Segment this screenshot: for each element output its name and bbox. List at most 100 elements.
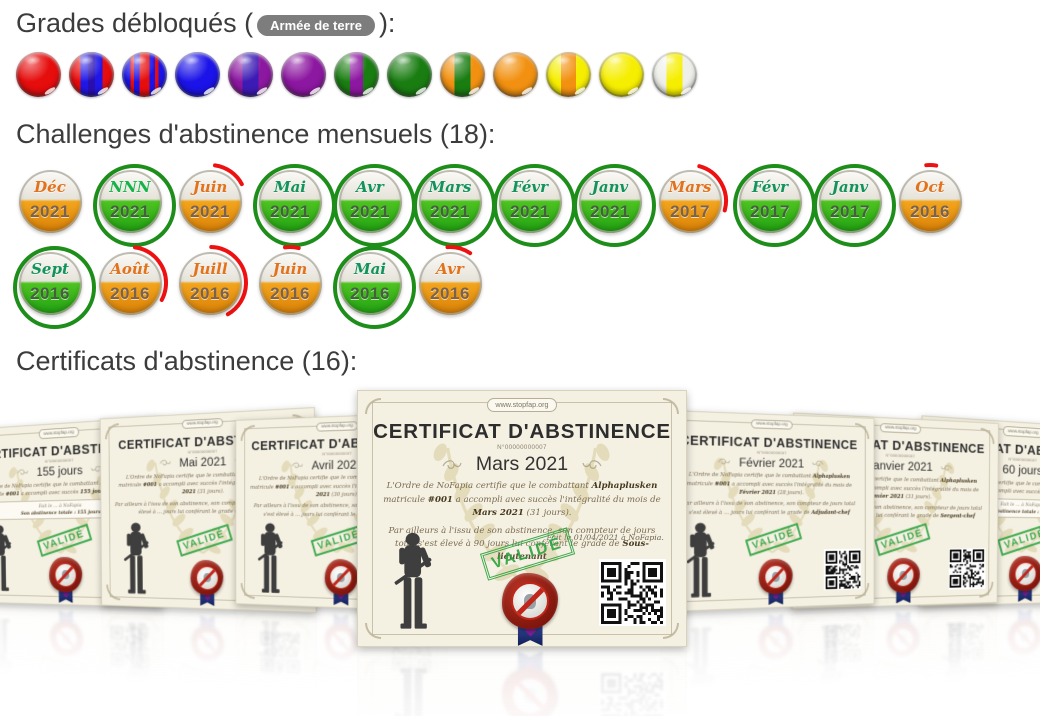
wax-seal-blob xyxy=(191,625,224,662)
challenge-year-label: 2016 xyxy=(179,284,242,304)
challenge-month-label: Mai xyxy=(259,178,322,196)
army-branch-badge: Armée de terre xyxy=(257,15,375,36)
challenge-medal: Mars 2021 xyxy=(419,170,482,233)
challenge-year-label: 2016 xyxy=(19,284,82,304)
certificate-body-paragraph-2: Par ailleurs à l'issu de son abstinence,… xyxy=(806,688,983,716)
certificate-period: Avril 2021 xyxy=(312,457,363,472)
prohibition-slash xyxy=(766,566,786,587)
no-fap-sign-icon xyxy=(196,631,219,656)
qr-code xyxy=(110,626,149,668)
certificate-period: Mai 2021 xyxy=(179,454,226,469)
challenge-month-label: Juill xyxy=(179,260,242,278)
rank-badge-blue-red-band xyxy=(122,52,167,97)
fist-icon xyxy=(203,573,210,582)
corner-flourish xyxy=(240,613,254,629)
certificate-inner-border xyxy=(0,613,157,716)
prohibition-slash xyxy=(1015,627,1034,647)
certificate-card-février-2021[interactable]: www.stopfap.org CERTIFICAT D'ABSTINENCE N°… xyxy=(660,410,874,613)
challenge-year-label: 2016 xyxy=(899,202,962,222)
valide-stamp: VALIDÉ xyxy=(874,523,930,556)
calligraphic-swirl-decoration xyxy=(718,458,730,466)
qr-code xyxy=(949,622,984,662)
challenge-badge-mars-2017: Mars 2017 xyxy=(650,160,730,242)
ribbon-icon xyxy=(200,615,215,630)
challenge-badge-juin-2016: Juin 2016 xyxy=(250,242,330,324)
corner-flourish xyxy=(365,623,381,639)
wax-seal-icon xyxy=(1008,619,1040,656)
challenge-month-label: Mai xyxy=(339,260,402,278)
challenge-badge-sept-2016: Sept 2016 xyxy=(10,242,90,324)
prohibition-slash xyxy=(894,565,914,586)
site-url-pill: www.stopfap.org xyxy=(880,422,922,433)
ribbon-icon xyxy=(1018,609,1032,624)
certificate-period-row: Mai 2021 xyxy=(160,453,247,470)
wax-seal-icon xyxy=(50,620,83,657)
certificate-summary-box: Fait le … à NoFapiaSon abstinence totale… xyxy=(0,689,140,716)
certificate-period: Mars 2021 xyxy=(476,453,568,476)
certificate-body-paragraph-2: Par ailleurs à l'issu de son abstinence,… xyxy=(677,695,861,716)
certificate-body-paragraph-1: L'Ordre de NoFapia certifie que le comba… xyxy=(677,471,861,498)
certificate-card-mars-2021[interactable]: www.stopfap.org CERTIFICAT D'ABSTINENCE N°… xyxy=(357,390,687,647)
challenge-month-label: Févr xyxy=(739,178,802,196)
grades-title-prefix: Grades débloqués ( xyxy=(16,8,253,39)
fist-icon xyxy=(62,570,69,579)
valide-stamp: VALIDÉ xyxy=(995,657,1040,687)
challenge-badge-mai-2021: Mai 2021 xyxy=(250,160,330,242)
challenge-medal: Avr 2021 xyxy=(339,170,402,233)
fist-icon xyxy=(337,573,344,582)
challenge-badges-rows: Déc 2021 NNN 2021 Juin 2021 Mai 2021 Avr 2021 Mars… xyxy=(10,160,1040,324)
wax-seal-blob xyxy=(886,621,919,658)
certificate-period: Février 2021 xyxy=(739,455,804,470)
prohibition-slash xyxy=(1016,563,1035,584)
certificate-period-row: 155 jours xyxy=(18,462,103,480)
certificate-number: N°00000000007 xyxy=(497,444,547,451)
certificate-reflection: www.stopfap.orgCERTIFICAT D'ABSTINENCEN°… xyxy=(915,604,1040,716)
challenge-month-label: Sept xyxy=(19,260,82,278)
corner-flourish xyxy=(797,618,813,635)
corner-flourish xyxy=(365,398,381,414)
qr-code-box xyxy=(599,671,666,716)
laurel-wreath-decoration xyxy=(416,696,627,716)
rank-badges-row xyxy=(16,51,1040,97)
rank-badge-orange-green-band xyxy=(440,52,485,97)
certificate-slot-3: www.stopfap.org CERTIFICAT D'ABSTINENCE N°… xyxy=(357,390,687,647)
wax-seal-icon xyxy=(191,625,224,662)
laurel-wreath-decoration xyxy=(830,640,963,716)
qr-code xyxy=(261,632,300,675)
challenge-year-label: 2016 xyxy=(339,284,402,304)
calligraphic-swirl-decoration xyxy=(442,459,462,471)
challenge-medal: Janv 2017 xyxy=(819,170,882,233)
certificate-body-paragraph-2: Par ailleurs à l'issu de son abstinence,… xyxy=(249,693,431,716)
wax-seal-icon xyxy=(324,559,357,595)
calligraphic-swirl-decoration xyxy=(160,459,171,467)
valide-stamp: VALIDÉ xyxy=(178,663,234,699)
corner-flourish xyxy=(142,616,158,633)
ribbon-icon xyxy=(59,610,74,625)
challenge-year-label: 2016 xyxy=(99,284,162,304)
wax-seal-icon xyxy=(324,624,357,661)
challenge-badge-juill-2016: Juill 2016 xyxy=(170,242,250,324)
ribbon-icon xyxy=(769,614,784,629)
no-fap-sign-icon xyxy=(511,677,549,715)
fist-icon xyxy=(772,637,779,647)
summary-line-1: Fait le … à NoFapia xyxy=(945,697,1040,716)
rank-badge-red-blue-band xyxy=(69,52,114,97)
challenge-month-label: Avr xyxy=(419,260,482,278)
no-fap-sign-icon xyxy=(54,563,76,587)
certificate-number: N°00000000007 xyxy=(757,449,787,455)
no-fap-sign-icon xyxy=(764,629,787,654)
certificate-number: N°00000000007 xyxy=(188,448,217,454)
challenge-medal: Août 2016 xyxy=(99,252,162,315)
certificate-body-paragraph-2: Par ailleurs à l'issu de son abstinence,… xyxy=(677,500,861,517)
challenge-row-1: Déc 2021 NNN 2021 Juin 2021 Mai 2021 Avr 2021 Mars… xyxy=(10,160,1040,242)
laurel-wreath-decoration xyxy=(2,638,129,716)
challenge-month-label: Janv xyxy=(579,178,642,196)
valide-stamp: VALIDÉ xyxy=(38,655,93,691)
corner-flourish xyxy=(106,614,120,630)
challenge-badge-oct-2016: Oct 2016 xyxy=(890,160,970,242)
certificate-period: 60 jours xyxy=(1002,462,1040,478)
corner-flourish xyxy=(979,611,993,627)
wax-seal-icon xyxy=(886,621,919,658)
qr-code-box xyxy=(824,549,862,591)
certificate-body-paragraph-1: L'Ordre de NoFapia certifie que le comba… xyxy=(931,708,1040,716)
